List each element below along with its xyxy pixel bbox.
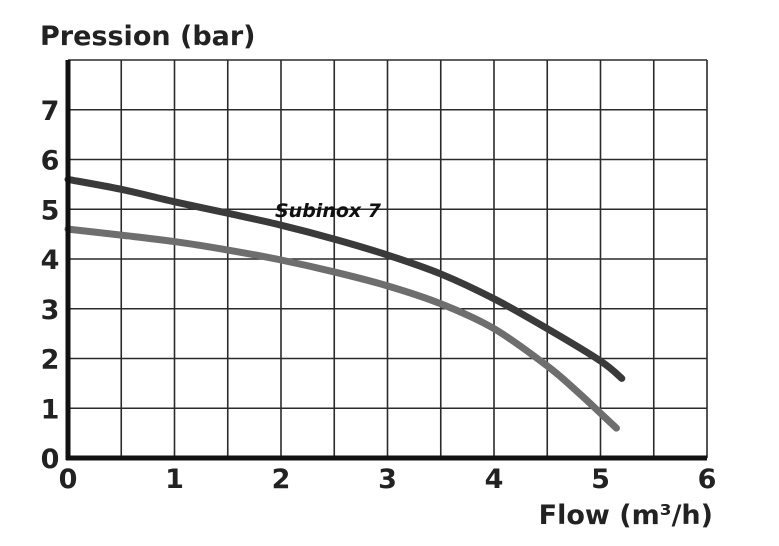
x-tick-label: 2 <box>272 464 291 495</box>
y-tick-label: 2 <box>41 345 60 376</box>
series-lines <box>64 175 626 432</box>
y-tick-label: 1 <box>41 394 60 425</box>
x-tick-label: 4 <box>485 464 504 495</box>
y-tick-label: 7 <box>41 96 60 127</box>
x-tick-label: 1 <box>165 464 184 495</box>
series-line-2 <box>64 225 620 432</box>
x-tick-label: 3 <box>378 464 397 495</box>
y-tick-label: 4 <box>41 245 60 276</box>
y-tick-label: 0 <box>41 444 60 475</box>
x-axis-title: Flow (m³/h) <box>539 500 713 531</box>
x-tick-label: 0 <box>59 464 78 495</box>
y-tick-label: 3 <box>41 295 60 326</box>
grid <box>67 59 708 459</box>
x-tick-label: 6 <box>698 464 717 495</box>
y-tick-label: 6 <box>41 146 60 177</box>
tick-labels: 0 1 2 3 4 5 6 0 1 2 3 4 5 6 7 <box>41 96 717 495</box>
y-axis-title: Pression (bar) <box>40 21 256 52</box>
x-tick-label: 5 <box>591 464 610 495</box>
axes <box>65 60 707 461</box>
series-line-1 <box>64 175 626 382</box>
y-tick-label: 5 <box>41 195 60 226</box>
series-annotation: Subinox 7 <box>275 200 382 222</box>
